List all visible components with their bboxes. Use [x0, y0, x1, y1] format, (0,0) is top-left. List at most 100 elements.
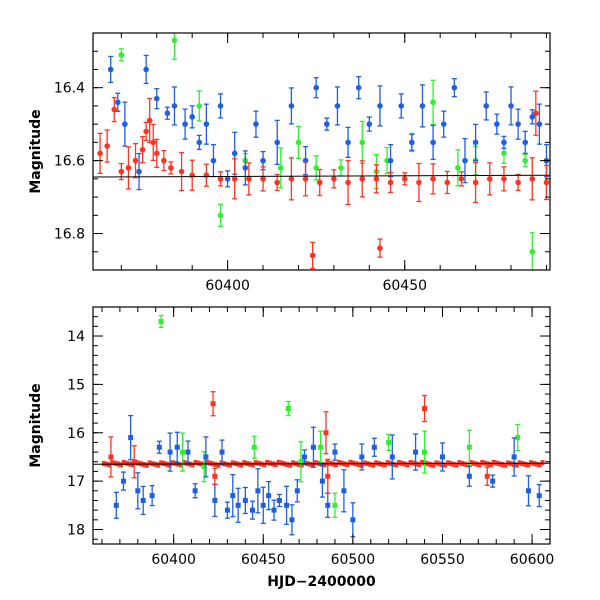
data-point [113, 502, 119, 508]
band-point [147, 460, 152, 466]
data-point [341, 488, 347, 494]
data-point [107, 66, 114, 73]
band-point [110, 460, 115, 466]
data-point [203, 172, 210, 178]
band-point [374, 460, 379, 466]
data-point [501, 150, 507, 157]
data-point [472, 139, 479, 146]
data-point [164, 110, 171, 117]
band-point [285, 462, 290, 468]
band-point [268, 460, 273, 466]
data-point [444, 179, 451, 186]
data-point [389, 454, 395, 460]
data-point [458, 176, 465, 182]
data-point [174, 444, 180, 450]
top-series-green [118, 33, 536, 270]
bottom-y-axis-label: Magnitude [28, 383, 44, 467]
data-point [536, 493, 542, 499]
band-point [130, 462, 135, 468]
y-tick-label: 14 [67, 329, 85, 345]
band-point [434, 460, 439, 466]
band-point [534, 461, 539, 467]
data-point [235, 502, 241, 508]
data-point [318, 444, 324, 450]
band-point [276, 459, 281, 465]
band-point [348, 459, 353, 465]
data-point [386, 439, 392, 445]
band-point [256, 460, 261, 466]
data-point [294, 488, 300, 494]
data-point [309, 252, 316, 259]
band-point [179, 462, 184, 468]
data-point [231, 176, 238, 182]
y-tick-label: 16.8 [54, 227, 85, 243]
band-point [431, 462, 436, 468]
data-point [332, 449, 338, 455]
data-point [345, 179, 351, 186]
band-point [526, 462, 531, 468]
band-point [491, 459, 496, 465]
data-point [253, 121, 259, 127]
x-tick-label: 60450 [241, 552, 286, 568]
band-point [273, 462, 278, 468]
data-point [483, 103, 490, 109]
band-point [529, 460, 534, 466]
y-tick-label: 17 [67, 474, 85, 490]
data-point [118, 52, 125, 58]
data-point [143, 66, 149, 73]
data-point [430, 176, 436, 182]
data-point [158, 319, 164, 325]
data-point [168, 165, 174, 171]
top-y-axis-label: Magnitude [28, 109, 44, 193]
data-point [260, 176, 266, 182]
data-point [111, 106, 118, 113]
data-point [522, 139, 529, 146]
data-point [274, 139, 281, 146]
data-point [230, 493, 236, 499]
data-point [203, 454, 209, 460]
band-point [213, 462, 218, 468]
data-point [210, 157, 217, 164]
bottom-panel: 60400 60450 60500 60550 60600 14 15 16 17 18 Magni… [28, 306, 554, 590]
band-point [118, 462, 123, 468]
data-point [472, 179, 479, 186]
band-point [408, 459, 413, 465]
data-point [210, 401, 216, 407]
data-point [212, 497, 218, 503]
data-point [413, 449, 419, 455]
data-point [377, 245, 383, 251]
band-point [420, 459, 425, 465]
data-point [156, 444, 162, 450]
y-tick-label: 16.6 [54, 154, 85, 170]
data-point [284, 502, 290, 508]
data-point [323, 430, 329, 436]
data-point [139, 146, 146, 153]
band-point [382, 462, 387, 468]
band-point [230, 460, 235, 466]
data-point [401, 176, 408, 182]
band-point [371, 462, 376, 468]
band-point [227, 462, 232, 468]
data-point [161, 157, 167, 164]
data-point [120, 478, 126, 484]
data-point [387, 179, 394, 186]
data-point [266, 493, 272, 499]
data-point [371, 444, 377, 450]
data-point [246, 176, 252, 182]
data-point [466, 444, 472, 450]
data-point [332, 502, 338, 508]
band-point [159, 460, 164, 466]
data-point [196, 103, 203, 109]
data-point [319, 478, 325, 484]
bottom-series-red [108, 391, 490, 494]
model-line [93, 174, 550, 178]
data-point [324, 121, 330, 127]
data-point [277, 165, 284, 171]
x-tick-label: 60500 [331, 552, 376, 568]
band-point [121, 459, 126, 465]
band-point [299, 462, 304, 468]
band-point [190, 462, 195, 468]
band-point [454, 462, 459, 468]
data-point [355, 84, 362, 91]
band-point [391, 461, 396, 467]
